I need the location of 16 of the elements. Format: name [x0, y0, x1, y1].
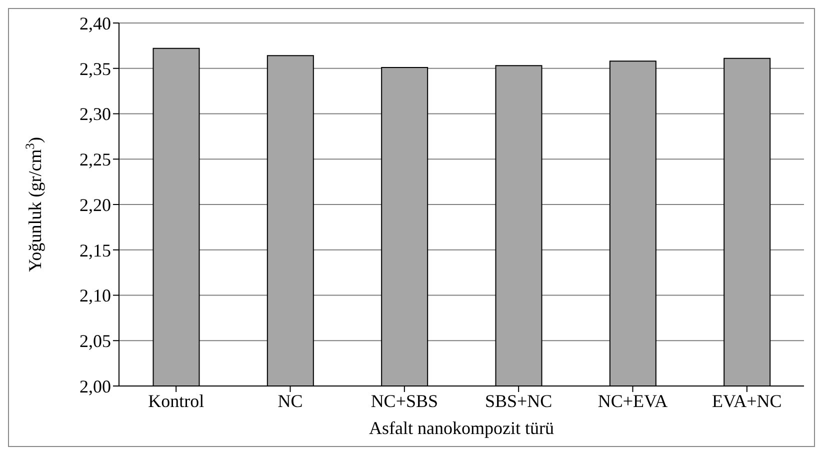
y-tick-label: 2,30	[80, 104, 111, 124]
x-tick-label: NC+SBS	[370, 390, 438, 411]
y-tick-label: 2,15	[80, 240, 111, 260]
x-tick-label: Kontrol	[148, 390, 204, 411]
y-tick-label: 2,40	[80, 13, 111, 34]
y-tick-label: 2,10	[80, 286, 111, 306]
x-tick-label: SBS+NC	[484, 390, 552, 411]
y-tick-label: 2,05	[80, 331, 111, 352]
y-tick-label: 2,20	[80, 194, 111, 215]
x-tick-label: NC+EVA	[598, 390, 668, 411]
x-axis-title: Asfalt nanokompozit türü	[369, 418, 554, 438]
x-tick-label: NC	[278, 390, 303, 411]
y-tick-label: 2,35	[80, 58, 111, 79]
y-tick-label: 2,25	[80, 150, 111, 170]
y-tick-label: 2,00	[80, 376, 111, 396]
x-tick-label: EVA+NC	[712, 390, 782, 411]
